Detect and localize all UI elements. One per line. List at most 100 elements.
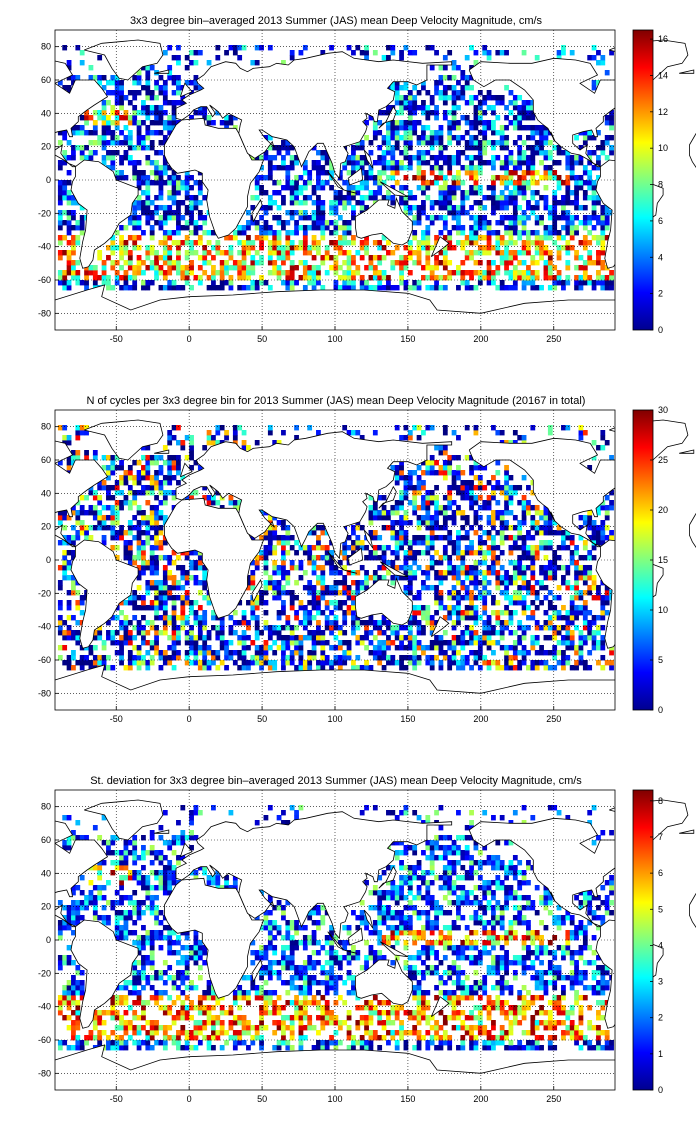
heatmap-cell <box>333 240 339 246</box>
heatmap-cell <box>464 485 470 491</box>
heatmap-cell <box>438 95 444 101</box>
heatmap-cell <box>407 245 413 251</box>
heatmap-cell <box>477 655 483 661</box>
heatmap-cell <box>530 190 536 196</box>
heatmap-cell <box>578 570 584 576</box>
heatmap-cell <box>403 155 409 161</box>
heatmap-cell <box>368 260 374 266</box>
heatmap-cell <box>136 510 142 516</box>
heatmap-cell <box>141 140 146 146</box>
heatmap-cell <box>333 580 339 586</box>
heatmap-cell <box>600 500 606 506</box>
heatmap-cell <box>267 285 273 291</box>
heatmap-cell <box>469 640 474 646</box>
y-tick-label: -80 <box>38 308 51 318</box>
heatmap-cell <box>451 605 457 611</box>
y-tick-label: -20 <box>38 208 51 218</box>
heatmap-cell <box>311 220 317 226</box>
heatmap-cell <box>504 260 509 266</box>
heatmap-cell <box>66 515 72 521</box>
heatmap-cell <box>250 580 256 586</box>
heatmap-cell <box>425 575 431 581</box>
heatmap-cell <box>447 605 453 611</box>
heatmap-cell <box>272 165 278 171</box>
heatmap-cell <box>202 485 208 491</box>
mask-left <box>0 22 55 338</box>
heatmap-cell <box>600 55 606 61</box>
heatmap-cell <box>539 145 544 151</box>
heatmap-cell <box>508 175 514 181</box>
heatmap-cell <box>386 570 391 576</box>
heatmap-cell <box>281 560 286 566</box>
heatmap-cell <box>176 55 181 61</box>
heatmap-cell <box>596 270 601 276</box>
heatmap-cell <box>136 570 142 576</box>
heatmap-cell <box>141 490 146 496</box>
heatmap-cell <box>311 215 317 221</box>
heatmap-cell <box>491 510 496 516</box>
heatmap-cell <box>569 175 575 181</box>
heatmap-cell <box>534 665 540 671</box>
heatmap-cell <box>403 45 409 51</box>
heatmap-cell <box>136 195 142 201</box>
heatmap-cell <box>97 660 103 666</box>
heatmap-cell <box>543 250 549 256</box>
heatmap-cell <box>162 120 168 126</box>
heatmap-cell <box>578 610 584 616</box>
heatmap-cell <box>504 170 509 176</box>
heatmap-cell <box>154 180 159 186</box>
heatmap-cell <box>399 525 404 531</box>
heatmap-cell <box>508 240 514 246</box>
heatmap-cell <box>512 580 518 586</box>
heatmap-cell <box>281 540 286 546</box>
heatmap-cell <box>591 545 597 551</box>
heatmap-cell <box>281 665 286 671</box>
heatmap-cell <box>530 170 536 176</box>
heatmap-cell <box>425 215 431 221</box>
heatmap-cell <box>495 530 501 536</box>
coastline <box>347 167 364 186</box>
colorbar-tick-label: 6 <box>658 216 663 226</box>
heatmap-cell <box>136 145 142 151</box>
heatmap-cell <box>600 605 606 611</box>
heatmap-cell <box>539 545 544 551</box>
heatmap-cell <box>604 510 610 516</box>
heatmap-cell <box>184 255 190 261</box>
heatmap-cell <box>333 645 339 651</box>
heatmap-cell <box>154 110 159 116</box>
heatmap-cell <box>407 475 413 481</box>
heatmap-cell <box>184 640 190 646</box>
heatmap-cell <box>294 650 299 656</box>
heatmap-cell <box>136 630 142 636</box>
heatmap-cell <box>539 515 544 521</box>
heatmap-cell <box>298 245 304 251</box>
heatmap-cell <box>390 85 396 91</box>
heatmap-cell <box>337 645 343 651</box>
heatmap-cell <box>578 285 584 291</box>
heatmap-cell <box>302 605 308 611</box>
heatmap-cell <box>176 245 181 251</box>
heatmap-cell <box>62 660 68 666</box>
heatmap-cell <box>508 525 514 531</box>
heatmap-cell <box>456 465 461 471</box>
heatmap-cell <box>276 255 282 261</box>
heatmap-cell <box>464 625 470 631</box>
heatmap-cell <box>543 140 549 146</box>
heatmap-cell <box>578 575 584 581</box>
heatmap-cell <box>609 270 614 276</box>
heatmap-cell <box>539 150 544 156</box>
heatmap-cell <box>587 665 593 671</box>
heatmap-cell <box>75 220 81 226</box>
heatmap-cell <box>399 520 404 526</box>
heatmap-cell <box>162 575 168 581</box>
heatmap-cell <box>342 610 348 616</box>
heatmap-cell <box>324 560 330 566</box>
heatmap-cell <box>495 100 501 106</box>
heatmap-cell <box>355 580 361 586</box>
heatmap-cell <box>246 635 251 641</box>
heatmap-cell <box>512 180 518 186</box>
heatmap-cell <box>136 480 142 486</box>
heatmap-cell <box>552 570 558 576</box>
heatmap-cell <box>189 60 194 66</box>
heatmap-cell <box>473 180 479 186</box>
